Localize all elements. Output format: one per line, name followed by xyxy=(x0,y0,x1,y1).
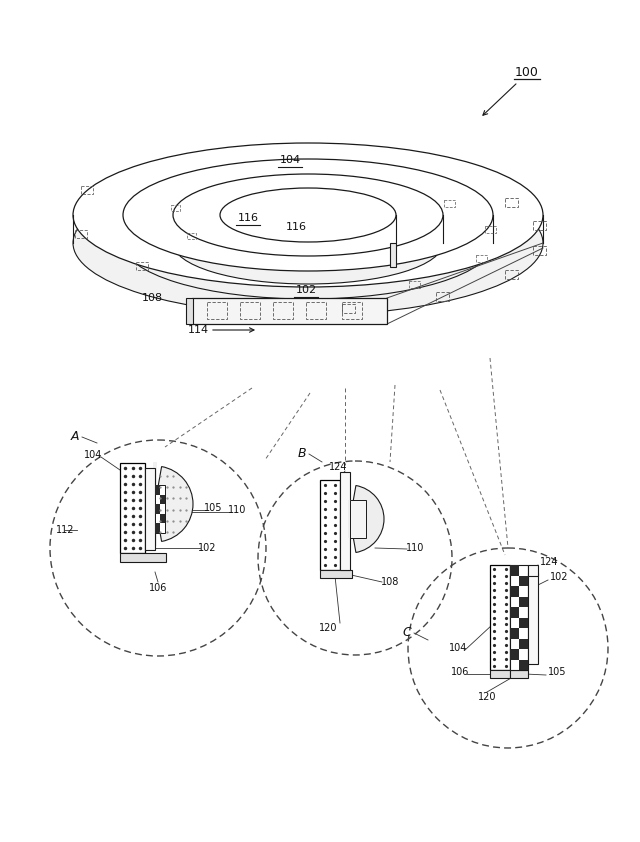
Text: 110: 110 xyxy=(228,505,246,515)
Ellipse shape xyxy=(73,171,543,315)
Bar xyxy=(155,504,160,514)
Text: 110: 110 xyxy=(406,543,424,553)
Bar xyxy=(170,205,180,210)
Bar xyxy=(306,302,326,319)
Bar xyxy=(342,305,355,313)
Text: 104: 104 xyxy=(280,155,301,165)
Bar xyxy=(273,302,293,319)
Wedge shape xyxy=(350,486,384,552)
Bar xyxy=(408,281,420,288)
Ellipse shape xyxy=(220,216,396,270)
Bar xyxy=(348,500,352,538)
Bar xyxy=(519,596,528,607)
Bar xyxy=(320,480,340,570)
Bar xyxy=(436,292,449,301)
Bar xyxy=(75,230,87,237)
Text: 100: 100 xyxy=(515,66,539,78)
Bar xyxy=(120,553,166,562)
Bar xyxy=(484,226,496,232)
Bar xyxy=(490,670,510,678)
Bar xyxy=(145,468,155,550)
Ellipse shape xyxy=(220,188,396,242)
Text: 124: 124 xyxy=(540,557,559,567)
Bar xyxy=(490,565,510,670)
Text: 102: 102 xyxy=(198,543,216,553)
Bar xyxy=(528,565,538,576)
Text: 102: 102 xyxy=(550,572,568,582)
Bar xyxy=(505,269,518,279)
Bar xyxy=(510,565,519,575)
Text: B: B xyxy=(298,446,307,460)
Bar xyxy=(320,570,352,578)
Text: 106: 106 xyxy=(451,667,469,677)
Bar xyxy=(81,186,93,195)
Bar xyxy=(510,607,519,617)
Bar xyxy=(155,524,160,533)
Ellipse shape xyxy=(73,143,543,287)
Bar xyxy=(186,298,193,324)
Bar xyxy=(510,628,519,638)
Bar xyxy=(519,617,528,628)
Bar xyxy=(519,575,528,586)
Text: 116: 116 xyxy=(286,222,307,232)
Bar xyxy=(207,302,227,319)
Bar xyxy=(510,649,519,659)
Ellipse shape xyxy=(173,202,443,284)
Bar xyxy=(153,462,157,546)
Text: 108: 108 xyxy=(141,293,163,303)
Bar xyxy=(510,586,519,596)
Ellipse shape xyxy=(73,143,543,287)
Bar xyxy=(155,485,165,533)
Bar xyxy=(350,500,366,538)
Text: 104: 104 xyxy=(84,450,102,460)
Bar xyxy=(340,472,350,570)
Bar xyxy=(533,246,546,255)
Text: 116: 116 xyxy=(237,213,259,223)
Text: 104: 104 xyxy=(449,643,467,653)
Bar xyxy=(192,298,387,324)
Text: 106: 106 xyxy=(149,583,167,593)
Bar xyxy=(187,232,196,238)
Bar xyxy=(136,262,148,270)
Text: 102: 102 xyxy=(296,285,317,295)
Bar xyxy=(505,198,518,206)
Bar xyxy=(528,573,538,664)
Bar xyxy=(342,302,362,319)
Bar xyxy=(240,302,260,319)
Text: 120: 120 xyxy=(477,692,496,702)
Bar xyxy=(390,243,396,267)
Text: A: A xyxy=(71,429,79,443)
Bar xyxy=(444,200,455,206)
Bar xyxy=(533,221,546,230)
Ellipse shape xyxy=(123,159,493,271)
Text: 105: 105 xyxy=(548,667,566,677)
Bar xyxy=(160,514,165,524)
Text: 114: 114 xyxy=(188,325,209,335)
Bar xyxy=(510,670,528,678)
Bar xyxy=(519,659,528,670)
Ellipse shape xyxy=(123,187,493,299)
Wedge shape xyxy=(155,466,193,541)
Text: 108: 108 xyxy=(381,577,399,587)
Text: C: C xyxy=(403,626,412,638)
Bar xyxy=(160,494,165,504)
Text: 105: 105 xyxy=(204,503,222,513)
Bar xyxy=(155,485,160,494)
Text: 124: 124 xyxy=(329,462,348,472)
Bar xyxy=(120,463,145,553)
Ellipse shape xyxy=(173,174,443,256)
Ellipse shape xyxy=(220,188,396,242)
Text: 112: 112 xyxy=(56,525,74,535)
Bar xyxy=(510,565,528,670)
Ellipse shape xyxy=(173,174,443,256)
Text: 120: 120 xyxy=(319,623,337,633)
Bar xyxy=(519,638,528,649)
Ellipse shape xyxy=(123,159,493,271)
Bar xyxy=(476,254,487,262)
